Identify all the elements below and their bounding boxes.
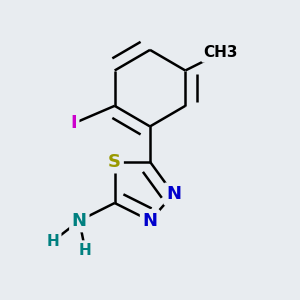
Text: CH3: CH3 — [203, 45, 238, 60]
Text: N: N — [142, 212, 158, 230]
Text: S: S — [108, 153, 121, 171]
Text: N: N — [72, 212, 87, 230]
Text: I: I — [70, 115, 77, 133]
Text: N: N — [166, 185, 181, 203]
Text: H: H — [46, 234, 59, 249]
Text: H: H — [79, 243, 92, 258]
